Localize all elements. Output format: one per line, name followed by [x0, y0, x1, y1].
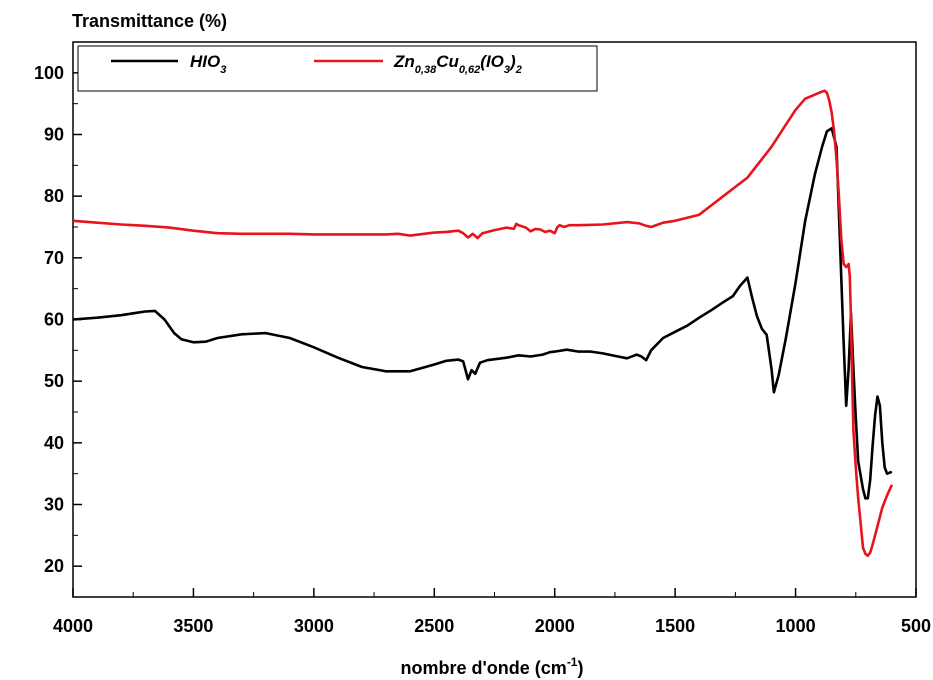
x-tick-label: 1000	[776, 616, 816, 636]
y-tick-label: 60	[44, 310, 64, 330]
y-tick-label: 50	[44, 371, 64, 391]
x-tick-label: 3500	[173, 616, 213, 636]
x-axis-title: nombre d'onde (cm-1)	[401, 655, 584, 678]
x-axis: 4000 3500 3000 2500 2000 1500 1000 500	[53, 588, 931, 636]
y-tick-label: 100	[34, 63, 64, 83]
y-tick-label: 80	[44, 186, 64, 206]
y-tick-label: 30	[44, 495, 64, 515]
series-layer	[72, 89, 894, 557]
y-tick-label: 20	[44, 556, 64, 576]
y-tick-label: 40	[44, 433, 64, 453]
x-tick-label: 2000	[535, 616, 575, 636]
legend-label-zncu: Zn0,38Cu0,62(IO3)2	[393, 52, 522, 76]
legend-label-hio3: HIO3	[190, 52, 226, 76]
x-tick-label: 1500	[655, 616, 695, 636]
x-tick-label: 3000	[294, 616, 334, 636]
legend: HIO3 Zn0,38Cu0,62(IO3)2	[77, 45, 598, 92]
x-tick-label: 500	[901, 616, 931, 636]
legend-box	[77, 45, 598, 92]
y-tick-label: 90	[44, 125, 64, 145]
series-line-1	[72, 89, 894, 557]
x-tick-label: 2500	[414, 616, 454, 636]
series-line-0	[72, 127, 893, 500]
y-tick-label: 70	[44, 248, 64, 268]
y-axis-title: Transmittance (%)	[72, 11, 227, 31]
x-axis-title-superscript: -1	[567, 655, 578, 669]
x-tick-label: 4000	[53, 616, 93, 636]
